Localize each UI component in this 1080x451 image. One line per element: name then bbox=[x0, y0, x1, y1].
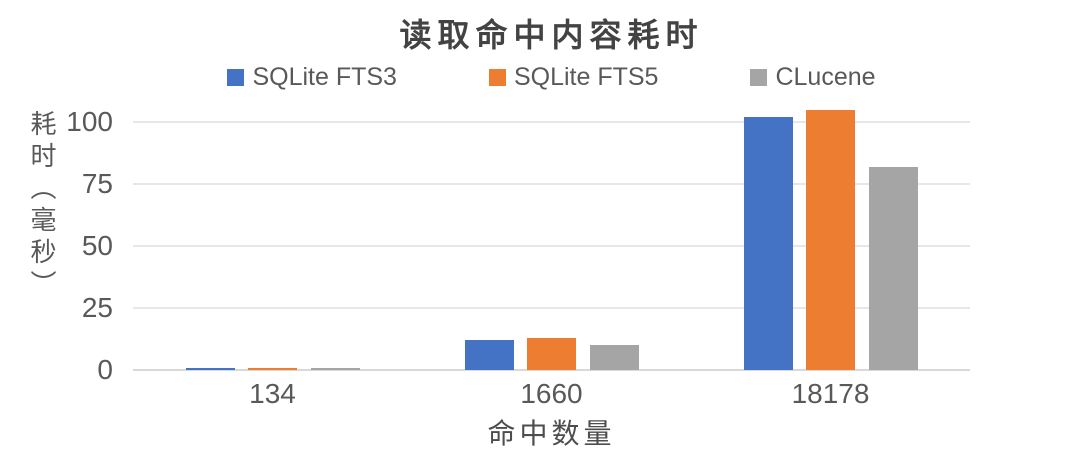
bar-sqlite-fts5 bbox=[248, 367, 297, 370]
legend: SQLite FTS3 SQLite FTS5 CLucene bbox=[133, 60, 970, 94]
y-axis-ticks: 0 25 50 75 100 bbox=[0, 0, 113, 451]
x-tick-label: 134 bbox=[249, 378, 296, 409]
x-tick-label: 18178 bbox=[791, 378, 870, 409]
gridline bbox=[133, 183, 970, 185]
legend-swatch-sqlite-fts5-icon bbox=[488, 68, 506, 86]
bar-sqlite-fts5 bbox=[806, 109, 855, 370]
gridline bbox=[133, 369, 970, 371]
x-axis-title: 命中数量 bbox=[487, 418, 616, 449]
x-tick-label: 1660 bbox=[520, 378, 583, 409]
y-tick-label: 0 bbox=[97, 354, 113, 385]
bar-sqlite-fts3 bbox=[464, 340, 514, 370]
bar-clucene bbox=[868, 166, 918, 370]
legend-item-sqlite-fts5: SQLite FTS5 bbox=[488, 62, 659, 92]
y-tick-label: 50 bbox=[81, 230, 113, 261]
gridline bbox=[133, 121, 970, 123]
gridline bbox=[133, 307, 970, 309]
chart-title: 读取命中内容耗时 bbox=[399, 17, 704, 53]
bar-clucene bbox=[310, 367, 360, 370]
plot-area: 134 1660 18178 bbox=[133, 0, 970, 451]
legend-label-sqlite-fts3: SQLite FTS3 bbox=[252, 62, 397, 91]
legend-label-sqlite-fts5: SQLite FTS5 bbox=[513, 62, 659, 91]
legend-item-sqlite-fts3: SQLite FTS3 bbox=[227, 63, 397, 92]
bar-sqlite-fts3 bbox=[185, 367, 235, 370]
y-axis-title: 耗时（毫秒） bbox=[27, 110, 57, 302]
bar-sqlite-fts3 bbox=[743, 117, 793, 370]
legend-label-clucene: CLucene bbox=[775, 62, 876, 91]
y-tick-label: 100 bbox=[66, 106, 113, 137]
bar-clucene bbox=[589, 345, 639, 370]
gridline bbox=[133, 245, 970, 247]
y-tick-label: 75 bbox=[81, 168, 113, 199]
bar-sqlite-fts5 bbox=[527, 337, 576, 370]
y-tick-label: 25 bbox=[81, 292, 113, 323]
legend-swatch-clucene-icon bbox=[750, 68, 768, 86]
legend-swatch-sqlite-fts3-icon bbox=[227, 68, 245, 86]
legend-item-clucene: CLucene bbox=[750, 62, 876, 92]
